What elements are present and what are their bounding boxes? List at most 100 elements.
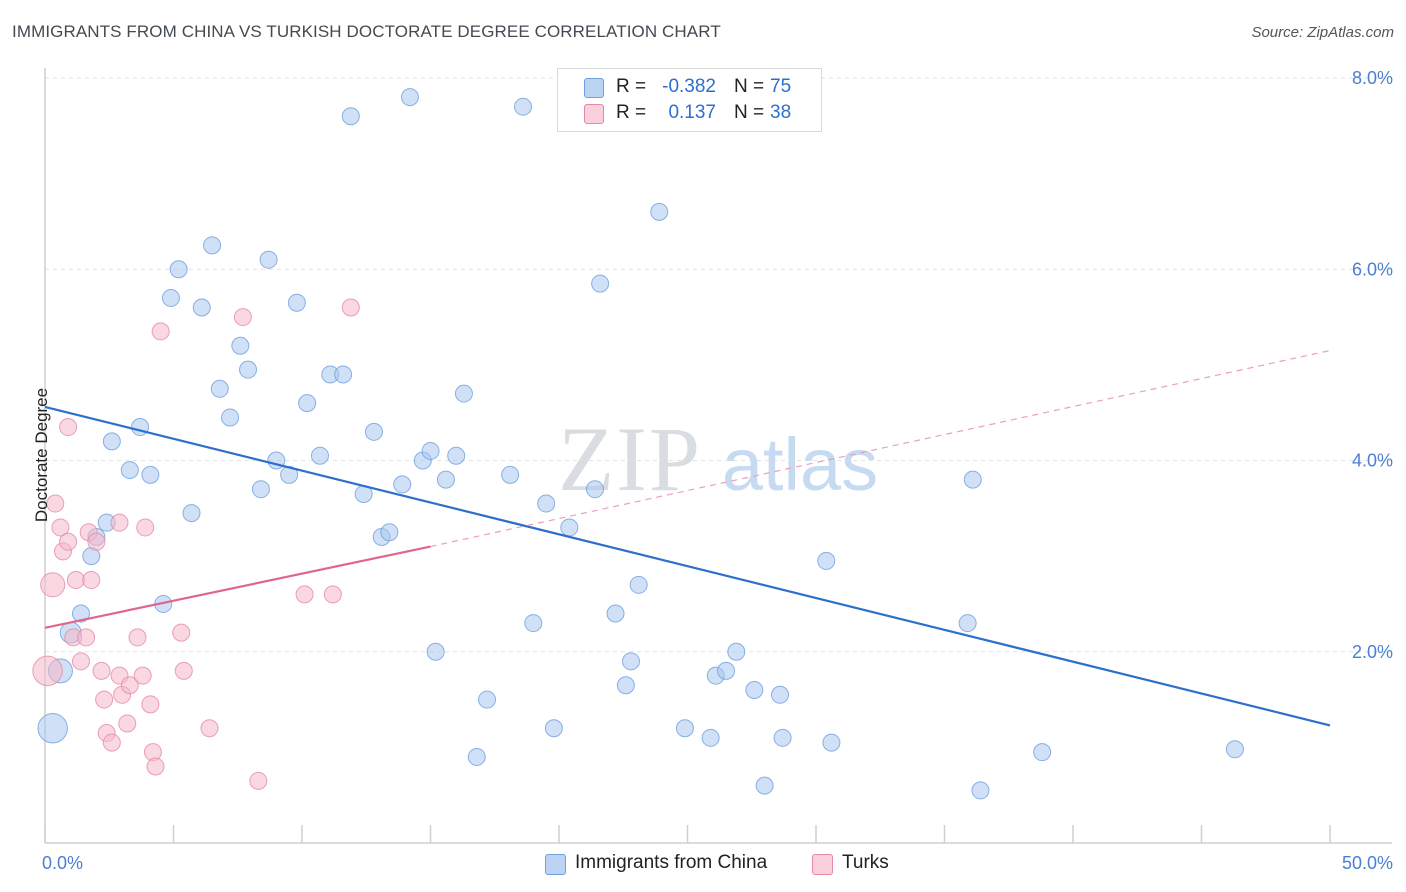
data-point bbox=[40, 572, 66, 598]
axes bbox=[44, 68, 1392, 844]
legend-r-label: R = bbox=[616, 76, 647, 97]
legend-swatch-china bbox=[584, 78, 604, 98]
data-point bbox=[239, 360, 258, 379]
data-point bbox=[544, 719, 563, 738]
trend-line-china bbox=[44, 405, 1331, 727]
legend-row-turks: R = 0.137 N = 38 bbox=[558, 101, 821, 127]
data-point bbox=[334, 365, 353, 384]
x-tick-label: 0.0% bbox=[42, 853, 83, 873]
legend-label-turks: Turks bbox=[842, 852, 889, 873]
data-point bbox=[295, 585, 314, 604]
data-point bbox=[606, 604, 625, 623]
data-point bbox=[701, 728, 720, 747]
data-point bbox=[287, 293, 306, 312]
data-point bbox=[118, 714, 137, 733]
data-point bbox=[717, 661, 736, 680]
data-point bbox=[467, 747, 486, 766]
data-point bbox=[151, 322, 170, 341]
data-point bbox=[675, 719, 694, 738]
data-point bbox=[46, 494, 65, 513]
data-point bbox=[591, 274, 610, 293]
data-point bbox=[771, 685, 790, 704]
data-point bbox=[110, 513, 129, 532]
y-tick-label: 6.0% bbox=[1352, 259, 1393, 279]
data-point bbox=[77, 628, 96, 647]
data-point bbox=[421, 441, 440, 460]
data-point bbox=[524, 614, 543, 633]
data-point bbox=[514, 97, 533, 116]
chart-title: IMMIGRANTS FROM CHINA VS TURKISH DOCTORA… bbox=[12, 22, 721, 41]
data-point bbox=[585, 480, 604, 499]
data-point bbox=[629, 575, 648, 594]
y-tick-label: 4.0% bbox=[1352, 451, 1393, 471]
data-point bbox=[87, 532, 106, 551]
data-point bbox=[133, 666, 152, 685]
legend-r-value: 0.137 bbox=[668, 102, 716, 123]
data-point bbox=[141, 695, 160, 714]
legend-label-china: Immigrants from China bbox=[575, 852, 768, 873]
data-points bbox=[32, 78, 1244, 800]
data-point bbox=[560, 518, 579, 537]
data-point bbox=[141, 465, 160, 484]
data-point bbox=[650, 202, 669, 221]
data-point bbox=[161, 288, 180, 307]
data-point bbox=[364, 422, 383, 441]
data-point bbox=[174, 661, 193, 680]
watermark: ZIP atlas bbox=[558, 408, 878, 510]
data-point bbox=[221, 408, 240, 427]
data-point bbox=[32, 655, 63, 687]
legend-n-value: 75 bbox=[770, 76, 792, 97]
stats-legend: R = -0.382 N = 75 R = 0.137 N = 38 bbox=[557, 68, 822, 132]
legend-swatch-turks bbox=[584, 104, 604, 124]
data-point bbox=[182, 504, 201, 523]
data-point bbox=[963, 470, 982, 489]
data-point bbox=[393, 475, 412, 494]
data-point bbox=[169, 260, 188, 279]
data-point bbox=[233, 308, 252, 327]
data-point bbox=[380, 523, 399, 542]
data-point bbox=[120, 676, 139, 695]
data-point bbox=[51, 518, 70, 537]
legend-swatch-turks bbox=[812, 854, 833, 875]
y-tick-label: 8.0% bbox=[1352, 68, 1393, 88]
series-turks-points bbox=[32, 298, 360, 790]
data-point bbox=[958, 614, 977, 633]
data-point bbox=[341, 298, 360, 317]
data-point bbox=[172, 623, 191, 642]
trend-line-turks bbox=[44, 545, 431, 629]
data-point bbox=[95, 690, 114, 709]
data-point bbox=[120, 461, 139, 480]
legend-n-value: 38 bbox=[770, 102, 792, 123]
legend-n-label: N = bbox=[734, 102, 765, 123]
data-point bbox=[341, 107, 360, 126]
legend-r-label: R = bbox=[616, 102, 647, 123]
data-point bbox=[59, 532, 78, 551]
data-point bbox=[745, 681, 764, 699]
data-point bbox=[616, 676, 635, 695]
data-point bbox=[102, 733, 121, 752]
legend-swatch-china bbox=[545, 854, 566, 875]
data-point bbox=[210, 379, 229, 398]
data-point bbox=[1033, 743, 1052, 762]
data-point bbox=[71, 652, 90, 671]
y-axis-label: Doctorate Degree bbox=[32, 387, 51, 523]
legend-row-china: R = -0.382 N = 75 bbox=[558, 75, 821, 101]
data-point bbox=[755, 776, 774, 795]
watermark-zip: ZIP bbox=[558, 408, 702, 510]
data-point bbox=[231, 336, 250, 355]
tick-labels: 2.0% 4.0% 6.0% 8.0% 0.0% 50.0% bbox=[42, 68, 1393, 873]
series-china-points bbox=[37, 78, 1244, 800]
data-point bbox=[310, 446, 329, 465]
data-point bbox=[102, 432, 121, 451]
data-point bbox=[259, 250, 278, 269]
data-point bbox=[203, 236, 222, 255]
data-point bbox=[773, 728, 792, 747]
y-tick-label: 2.0% bbox=[1352, 642, 1393, 662]
data-point bbox=[447, 446, 466, 465]
trend-lines bbox=[44, 349, 1331, 727]
data-point bbox=[146, 757, 165, 776]
data-point bbox=[136, 518, 155, 537]
data-point bbox=[822, 733, 841, 752]
data-point bbox=[971, 781, 990, 800]
